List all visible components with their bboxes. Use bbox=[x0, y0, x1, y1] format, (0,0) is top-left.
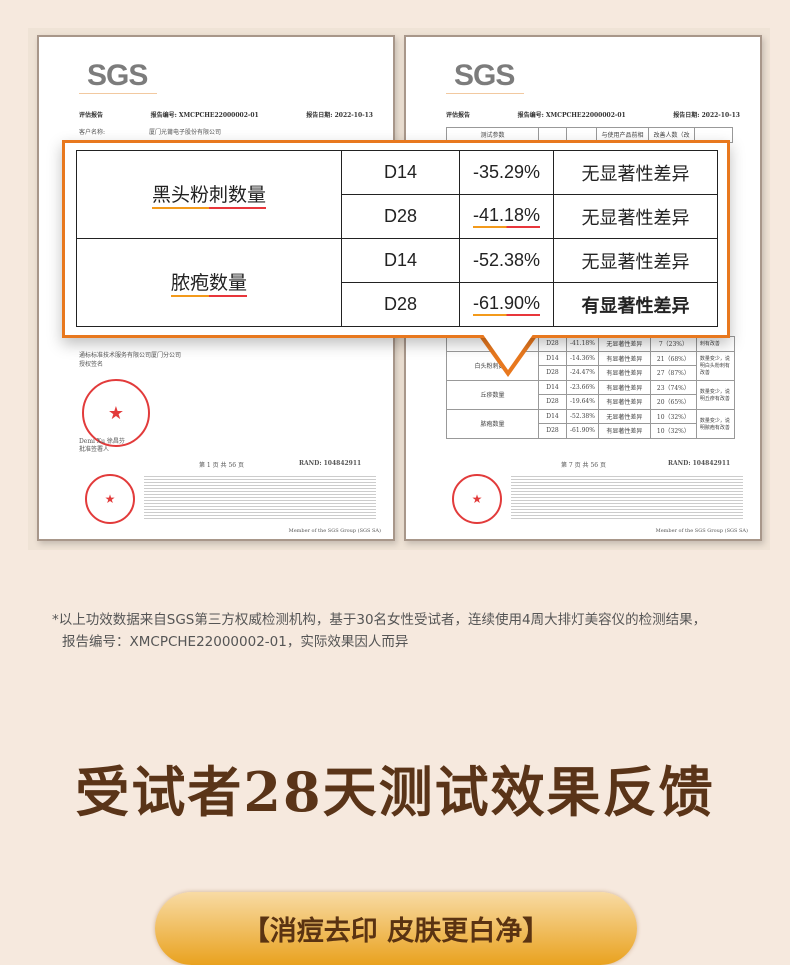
footnote-line: 报告编号：XMCPCHE22000002-01，实际效果因人而异 bbox=[62, 634, 409, 650]
day-cell: D28 bbox=[538, 423, 567, 439]
table-row: D28 -61.90% 有显著性差异 10（32%） bbox=[447, 423, 735, 439]
sig-cell: 无显著性差异 bbox=[553, 238, 718, 283]
rand-number: RAND: 104842911 bbox=[299, 460, 362, 467]
group-name-text: 脓疱数量 bbox=[170, 268, 247, 297]
day-cell: D14 bbox=[341, 238, 460, 283]
page-title: 受试者28天测试效果反馈 bbox=[75, 760, 715, 824]
sig-cell: 无显著性差异 bbox=[553, 150, 718, 195]
rand-number: RAND: 104842911 bbox=[668, 460, 731, 467]
pct-text: -41.18% bbox=[472, 205, 541, 228]
count-cell: 23（74%） bbox=[649, 379, 697, 395]
name-cell: 脓疱数量 bbox=[446, 408, 539, 439]
table-row: 丘疹数量 D14 -23.66% 有显著性差异 23（74%） 数量变少，说明丘疹有改善 bbox=[446, 379, 735, 410]
footnote-line: *以上功效数据来自SGS第三方权威检测机构，基于30名女性受试者，连续使用4周大… bbox=[52, 612, 707, 628]
sig-cell: 有显著性差异 bbox=[597, 365, 651, 381]
day-cell: D14 bbox=[341, 150, 460, 195]
sig-cell: 无显著性差异 bbox=[597, 408, 651, 424]
table-row: D28 -61.90% 有显著性差异 bbox=[77, 282, 718, 327]
sig-cell: 无显著性差异 bbox=[597, 336, 651, 352]
count-cell: 21（68%） bbox=[649, 350, 697, 366]
legal-text bbox=[144, 474, 376, 520]
member-text: Member of the SGS Group (SGS SA) bbox=[288, 528, 381, 534]
table-row: 黑头粉刺数量 D14 -35.29% 无显著性差异 bbox=[76, 150, 718, 239]
page-number: 第 7 页 共 56 页 bbox=[561, 462, 606, 469]
client-label: 客户名称: bbox=[79, 129, 106, 136]
sig-cell: 有显著性差异 bbox=[597, 394, 651, 410]
signer: Demi Xu 徐昌芬 bbox=[79, 438, 125, 445]
doc-type: 评估报告 bbox=[446, 112, 471, 119]
group-name-text: 黑头粉刺数量 bbox=[151, 180, 266, 209]
group-name: 脓疱数量 bbox=[76, 238, 342, 327]
count-cell: 7（23%） bbox=[649, 336, 697, 352]
callout-pointer-fill bbox=[482, 333, 534, 370]
pct-text: -61.90% bbox=[472, 293, 541, 316]
pct-cell: -14.36% bbox=[566, 350, 599, 366]
pct-cell: -61.90% bbox=[459, 282, 554, 327]
note-cell: 数量变少，说明丘疹有改善 bbox=[695, 379, 735, 410]
official-seal-icon: ★ bbox=[82, 379, 150, 447]
day-cell: D28 bbox=[341, 282, 460, 327]
pct-cell: -52.38% bbox=[566, 408, 599, 424]
count-cell: 10（32%） bbox=[649, 423, 697, 439]
pct-cell: -24.47% bbox=[566, 365, 599, 381]
day-cell: D28 bbox=[538, 365, 567, 381]
day-cell: D28 bbox=[538, 336, 567, 352]
sig-cell: 有显著性差异 bbox=[597, 379, 651, 395]
doc-type: 评估报告 bbox=[79, 112, 104, 119]
seal-icon: ★ bbox=[85, 474, 135, 524]
pct-cell: -35.29% bbox=[459, 150, 554, 195]
legal-text bbox=[511, 474, 743, 520]
group-name: 黑头粉刺数量 bbox=[76, 150, 342, 239]
day-cell: D28 bbox=[341, 194, 460, 239]
count-cell: 20（65%） bbox=[649, 394, 697, 410]
report-date: 报告日期: 2022-10-13 bbox=[673, 112, 740, 119]
report-meta: 评估报告 报告编号: XMCPCHE22000002-01 报告日期: 2022-1… bbox=[79, 110, 373, 119]
sig-cell: 无显著性差异 bbox=[553, 194, 718, 239]
report-table-header: 测试参数 与使用产品前相 改善人数（改 bbox=[446, 127, 733, 143]
count-cell: 27（87%） bbox=[649, 365, 697, 381]
table-row: D28 -41.18% 无显著性差异 bbox=[77, 194, 718, 239]
table-row: 脓疱数量 D14 -52.38% 无显著性差异 10（32%） 数量变少，说明脓疱有改善 bbox=[446, 408, 735, 439]
table-row: D28 -19.64% 有显著性差异 20（65%） bbox=[447, 394, 735, 410]
member-text: Member of the SGS Group (SGS SA) bbox=[655, 528, 748, 534]
org-name: 通标标准技术服务有限公司厦门分公司 bbox=[79, 352, 182, 359]
auth-sign: 授权签名 bbox=[79, 361, 104, 368]
day-cell: D14 bbox=[538, 408, 567, 424]
seal-icon: ★ bbox=[452, 474, 502, 524]
footnote: *以上功效数据来自SGS第三方权威检测机构，基于30名女性受试者，连续使用4周大… bbox=[52, 609, 706, 653]
sig-cell: 有显著性差异 bbox=[597, 350, 651, 366]
report-date: 报告日期: 2022-10-13 bbox=[306, 112, 373, 119]
sgs-logo: SGS bbox=[446, 59, 525, 94]
highlight-table: 黑头粉刺数量 D14 -35.29% 无显著性差异 D28 -41.18% 无显著性差异 … bbox=[76, 150, 718, 327]
pct-cell: -61.90% bbox=[566, 423, 599, 439]
sgs-logo: SGS bbox=[79, 59, 158, 94]
note-cell: 刺有改善 bbox=[695, 336, 735, 352]
report-table: D28 -41.18% 无显著性差异 7（23%） 刺有改善 白头粉刺数量 D14 -14.3… bbox=[446, 336, 735, 439]
report-meta: 评估报告 报告编号: XMCPCHE22000002-01 报告日期: 2022-1… bbox=[446, 110, 740, 119]
pct-cell: -19.64% bbox=[566, 394, 599, 410]
pct-cell: -52.38% bbox=[459, 238, 554, 283]
table-row: D28 -24.47% 有显著性差异 27（87%） bbox=[447, 365, 735, 381]
pct-cell: -41.18% bbox=[566, 336, 599, 352]
pct-cell: -41.18% bbox=[459, 194, 554, 239]
day-cell: D28 bbox=[538, 394, 567, 410]
client-name: 厦门光莆电子股份有限公司 bbox=[149, 129, 222, 136]
pct-cell: -23.66% bbox=[566, 379, 599, 395]
count-cell: 10（32%） bbox=[649, 408, 697, 424]
note-cell: 数量变少，说明脓疱有改善 bbox=[695, 408, 735, 439]
page-number: 第 1 页 共 56 页 bbox=[199, 462, 244, 469]
benefit-banner: 【消痘去印 皮肤更白净】 bbox=[155, 892, 637, 965]
signer-role: 批准签署人 bbox=[79, 446, 110, 453]
sig-cell: 有显著性差异 bbox=[553, 282, 718, 327]
report-number: 报告编号: XMCPCHE22000002-01 bbox=[517, 112, 626, 119]
note-cell: 数量变少，说明白头粉刺有改善 bbox=[695, 350, 735, 381]
sig-cell: 有显著性差异 bbox=[597, 423, 651, 439]
table-row: 脓疱数量 D14 -52.38% 无显著性差异 bbox=[76, 238, 718, 327]
day-cell: D14 bbox=[538, 379, 567, 395]
report-number: 报告编号: XMCPCHE22000002-01 bbox=[150, 112, 259, 119]
highlight-callout: 黑头粉刺数量 D14 -35.29% 无显著性差异 D28 -41.18% 无显著性差异 … bbox=[62, 140, 730, 338]
name-cell: 丘疹数量 bbox=[446, 379, 539, 410]
day-cell: D14 bbox=[538, 350, 567, 366]
